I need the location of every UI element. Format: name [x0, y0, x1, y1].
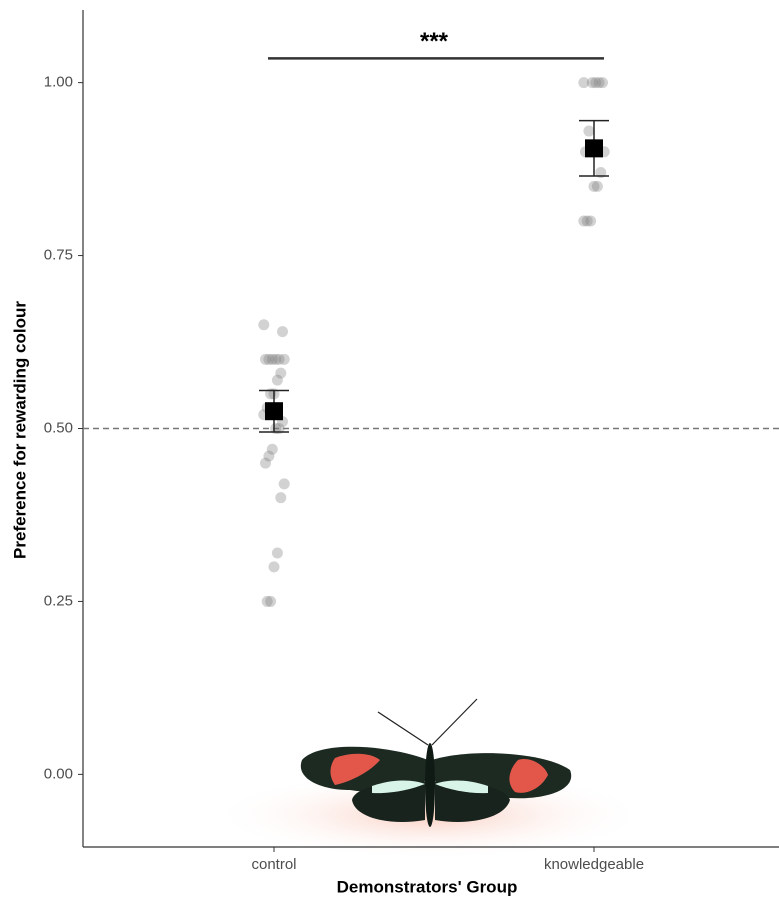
data-point [272, 375, 283, 386]
x-tick-label: knowledgeable [544, 856, 644, 873]
data-point [269, 561, 280, 572]
mean-marker [585, 139, 603, 157]
data-point [262, 596, 273, 607]
y-axis-title: Preference for rewarding colour [10, 301, 29, 559]
data-point [578, 215, 589, 226]
body [425, 743, 435, 827]
y-tick-label: 0.50 [44, 419, 73, 436]
data-point [272, 548, 283, 559]
data-point [260, 458, 271, 469]
data-point [277, 326, 288, 337]
significance-label: *** [420, 28, 449, 55]
data-point [260, 354, 271, 365]
data-point [279, 478, 290, 489]
data-point [589, 181, 600, 192]
x-axis-title: Demonstrators' Group [337, 877, 518, 896]
antenna [378, 712, 428, 745]
x-tick-label: control [251, 856, 296, 873]
y-tick-label: 0.00 [44, 765, 73, 782]
data-point [275, 492, 286, 503]
y-tick-label: 0.75 [44, 247, 73, 264]
data-point [587, 77, 598, 88]
data-point [583, 126, 594, 137]
y-tick-label: 0.25 [44, 592, 73, 609]
mean-marker [265, 402, 283, 420]
antenna [432, 699, 477, 745]
page: {"chart_data": { "type": "scatter", "x_l… [0, 0, 779, 901]
data-point [258, 319, 269, 330]
data-point [279, 354, 290, 365]
chart: Demonstrators' Group Preference for rewa… [0, 0, 779, 901]
butterfly-image [210, 699, 650, 860]
y-tick-label: 1.00 [44, 74, 73, 91]
